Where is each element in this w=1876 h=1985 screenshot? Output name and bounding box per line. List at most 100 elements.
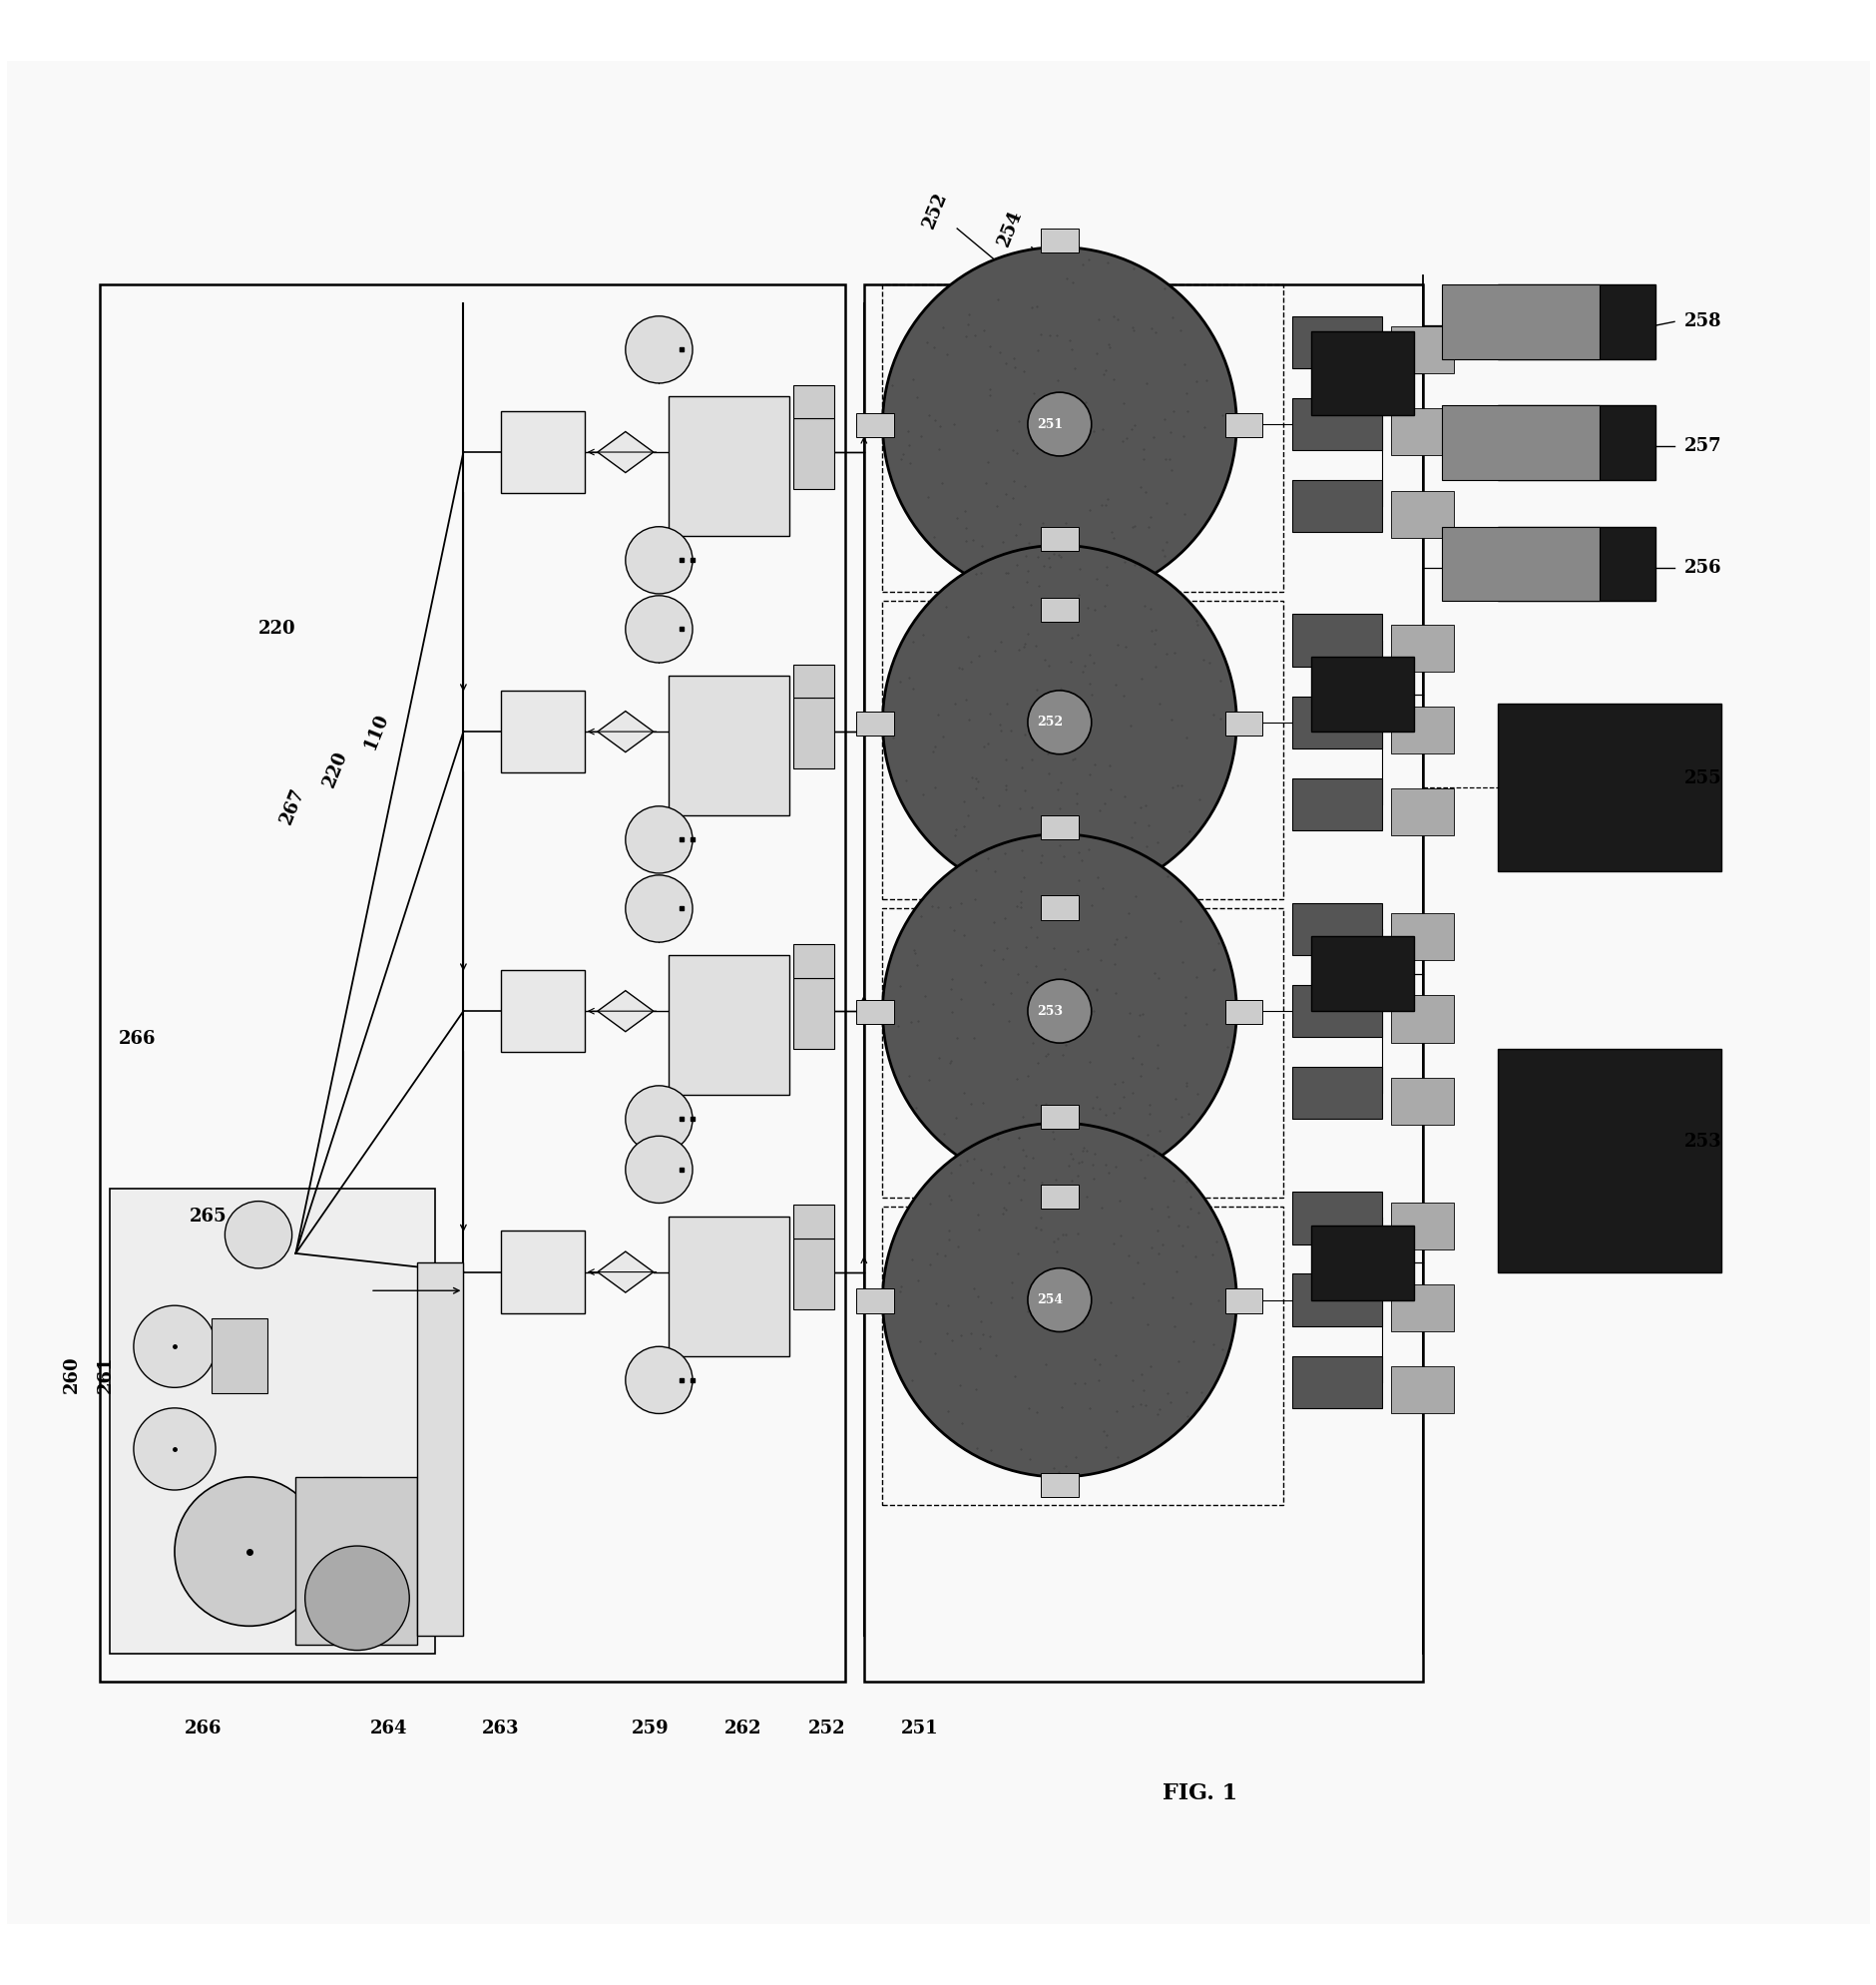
Circle shape bbox=[1028, 1268, 1090, 1332]
Bar bbox=[1390, 707, 1454, 754]
Bar bbox=[296, 1477, 416, 1646]
Bar bbox=[1390, 328, 1454, 373]
Bar bbox=[212, 1318, 268, 1393]
Bar bbox=[794, 977, 833, 1048]
Bar bbox=[1390, 625, 1454, 671]
Bar bbox=[1293, 1068, 1381, 1120]
Bar bbox=[1497, 526, 1655, 601]
Text: 261: 261 bbox=[96, 1356, 114, 1393]
Bar bbox=[882, 601, 1283, 899]
Bar bbox=[323, 1477, 360, 1524]
Bar bbox=[1041, 816, 1077, 840]
Text: 253: 253 bbox=[1683, 1133, 1720, 1151]
Bar bbox=[1390, 913, 1454, 961]
Bar bbox=[1293, 1274, 1381, 1326]
Bar bbox=[1497, 703, 1720, 871]
Circle shape bbox=[625, 526, 692, 594]
Bar bbox=[501, 411, 583, 492]
Bar bbox=[99, 284, 844, 1681]
Bar bbox=[1293, 778, 1381, 830]
Circle shape bbox=[625, 1086, 692, 1153]
Text: 252: 252 bbox=[1037, 717, 1064, 728]
Bar bbox=[855, 413, 893, 437]
Bar bbox=[1441, 526, 1598, 601]
Bar bbox=[1293, 613, 1381, 667]
Text: 264: 264 bbox=[370, 1719, 407, 1737]
Bar bbox=[794, 419, 833, 490]
Bar bbox=[1390, 1203, 1454, 1249]
Bar bbox=[794, 699, 833, 768]
Bar bbox=[416, 1262, 463, 1636]
Bar bbox=[109, 1189, 435, 1654]
Bar bbox=[855, 1000, 893, 1024]
Circle shape bbox=[882, 834, 1236, 1189]
Text: 251: 251 bbox=[900, 1719, 938, 1737]
Bar bbox=[1041, 1185, 1077, 1209]
Text: 255: 255 bbox=[1683, 770, 1720, 788]
Bar bbox=[668, 397, 790, 536]
Bar bbox=[1311, 1225, 1413, 1300]
Bar bbox=[1390, 1284, 1454, 1332]
Bar bbox=[1390, 996, 1454, 1042]
Circle shape bbox=[306, 1546, 409, 1650]
Text: 254: 254 bbox=[1037, 1294, 1064, 1306]
Bar bbox=[1225, 1000, 1263, 1024]
Text: 254: 254 bbox=[994, 208, 1024, 250]
Circle shape bbox=[625, 1346, 692, 1413]
Circle shape bbox=[625, 316, 692, 383]
Bar bbox=[1311, 657, 1413, 732]
Bar bbox=[1225, 1288, 1263, 1312]
Bar bbox=[1041, 895, 1077, 919]
Bar bbox=[1293, 697, 1381, 748]
Bar bbox=[1041, 597, 1077, 621]
Text: 267: 267 bbox=[278, 786, 308, 828]
Circle shape bbox=[1028, 691, 1090, 754]
Bar bbox=[1390, 788, 1454, 836]
Bar bbox=[794, 1239, 833, 1310]
Polygon shape bbox=[597, 711, 653, 752]
Text: 260: 260 bbox=[62, 1356, 81, 1393]
Bar bbox=[1293, 985, 1381, 1038]
Bar bbox=[1497, 1048, 1720, 1272]
Circle shape bbox=[625, 1135, 692, 1203]
Circle shape bbox=[625, 875, 692, 943]
Bar bbox=[1390, 490, 1454, 538]
Bar bbox=[1311, 331, 1413, 415]
Circle shape bbox=[625, 806, 692, 873]
Circle shape bbox=[174, 1477, 323, 1626]
Text: 253: 253 bbox=[1037, 1004, 1062, 1018]
Bar bbox=[501, 691, 583, 772]
Circle shape bbox=[882, 546, 1236, 899]
Text: 266: 266 bbox=[118, 1030, 156, 1048]
Bar bbox=[882, 909, 1283, 1197]
Polygon shape bbox=[597, 431, 653, 472]
Bar bbox=[668, 1217, 790, 1356]
Circle shape bbox=[225, 1201, 293, 1268]
Text: 256: 256 bbox=[1683, 558, 1720, 576]
Bar bbox=[794, 385, 833, 419]
Text: 220: 220 bbox=[319, 748, 351, 790]
Bar bbox=[1041, 526, 1077, 552]
Text: 265: 265 bbox=[189, 1207, 227, 1225]
Bar bbox=[1293, 316, 1381, 369]
Text: 259: 259 bbox=[630, 1719, 668, 1737]
Polygon shape bbox=[597, 1251, 653, 1292]
Circle shape bbox=[882, 248, 1236, 601]
Bar bbox=[501, 1231, 583, 1312]
Bar bbox=[1293, 399, 1381, 451]
Polygon shape bbox=[597, 991, 653, 1032]
Bar bbox=[1390, 1078, 1454, 1124]
Text: 262: 262 bbox=[724, 1719, 762, 1737]
Bar bbox=[1497, 405, 1655, 480]
Bar bbox=[1390, 409, 1454, 455]
Bar bbox=[855, 711, 893, 734]
Bar bbox=[1497, 284, 1655, 359]
Text: 252: 252 bbox=[919, 189, 949, 230]
Circle shape bbox=[625, 595, 692, 663]
Bar bbox=[1390, 1366, 1454, 1413]
Bar bbox=[1441, 284, 1598, 359]
Circle shape bbox=[133, 1407, 216, 1491]
Bar bbox=[1225, 711, 1263, 734]
Text: 263: 263 bbox=[482, 1719, 520, 1737]
Bar bbox=[501, 971, 583, 1052]
